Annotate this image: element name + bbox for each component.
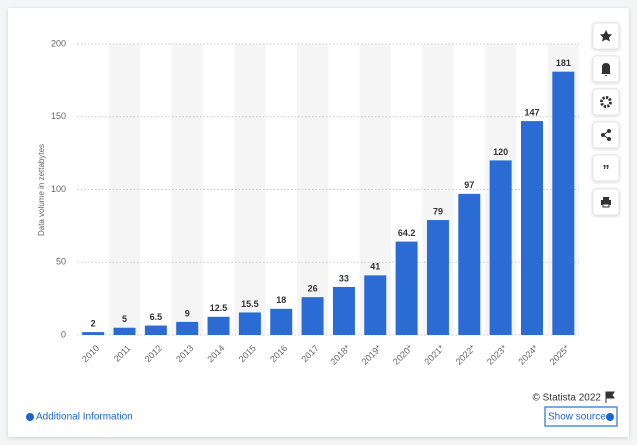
bar — [520, 121, 543, 336]
bar — [489, 160, 512, 335]
bar — [301, 297, 324, 335]
bar — [426, 220, 449, 335]
info-icon — [26, 413, 34, 421]
bar — [207, 316, 230, 335]
bar — [82, 332, 105, 335]
bar — [176, 321, 199, 335]
bar — [395, 241, 418, 335]
y-axis-label: Data volume in zettabytes — [37, 144, 46, 236]
copyright: © Statista 2022 — [532, 393, 601, 404]
data-label: 79 — [433, 206, 443, 216]
bar — [458, 193, 481, 335]
data-label: 181 — [556, 58, 571, 68]
info-icon — [606, 413, 614, 421]
bar — [332, 286, 355, 335]
y-tick-label: 150 — [51, 111, 66, 121]
show-source-label: Show source — [548, 412, 606, 423]
data-label: 5 — [122, 314, 127, 324]
data-label: 26 — [308, 284, 318, 294]
y-tick-label: 100 — [51, 184, 66, 194]
show-source-button[interactable] — [544, 406, 618, 427]
data-label: 64.2 — [398, 228, 416, 238]
gear-icon — [600, 96, 612, 108]
data-label: 18 — [276, 295, 286, 305]
share-button[interactable] — [592, 121, 620, 149]
data-label: 2 — [91, 318, 96, 328]
y-tick-label: 200 — [51, 38, 66, 48]
data-label: 9 — [185, 308, 190, 318]
additional-info-link[interactable]: Additional Information — [36, 412, 133, 423]
bar — [364, 275, 387, 335]
bar — [270, 308, 293, 335]
bar — [552, 71, 575, 336]
data-label: 15.5 — [241, 299, 259, 309]
data-label: 147 — [524, 107, 539, 117]
settings-button[interactable] — [592, 88, 620, 116]
bar — [238, 312, 261, 335]
share-icon — [601, 129, 611, 141]
data-label: 6.5 — [150, 312, 163, 322]
data-label: 12.5 — [210, 303, 228, 313]
data-label: 41 — [370, 262, 380, 272]
bar — [144, 325, 167, 335]
bar — [113, 327, 136, 335]
bell-icon — [601, 63, 611, 76]
print-icon — [601, 197, 611, 208]
star-icon — [600, 30, 612, 42]
cite-button[interactable] — [592, 154, 620, 182]
flag-icon — [605, 391, 615, 403]
y-tick-label: 0 — [61, 329, 66, 339]
data-label: 97 — [464, 180, 474, 190]
toolbar: ” — [592, 22, 620, 216]
data-label: 120 — [493, 147, 508, 157]
quote-icon: ” — [603, 162, 610, 178]
y-tick-label: 50 — [56, 257, 66, 267]
data-label: 33 — [339, 273, 349, 283]
